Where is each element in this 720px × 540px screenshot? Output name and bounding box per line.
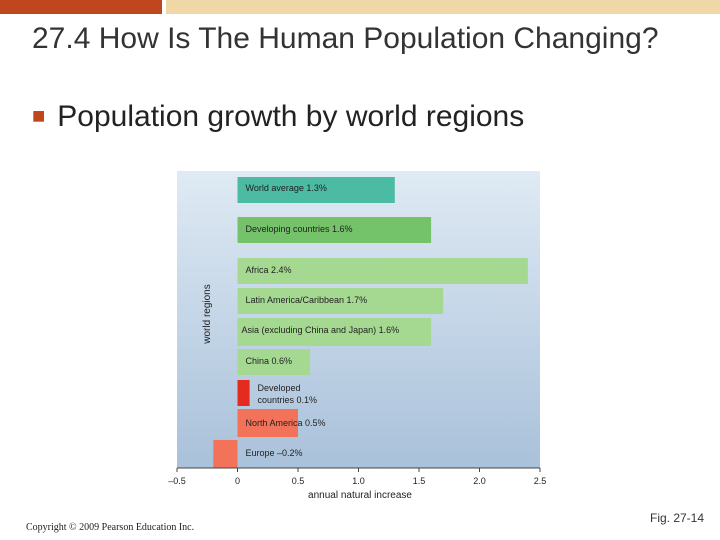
bar-5 [237, 349, 311, 375]
bar-8 [213, 440, 238, 468]
bar-1 [237, 217, 432, 243]
bar-2 [237, 258, 528, 284]
x-tick-label-0: –0.5 [168, 476, 186, 486]
bar-label-3: Latin America/Caribbean 1.7% [246, 295, 368, 305]
bar-label-4: Asia (excluding China and Japan) 1.6% [242, 325, 400, 335]
bar-label-2: Africa 2.4% [246, 265, 292, 275]
bar-4 [237, 318, 432, 346]
bar-label-1: Developing countries 1.6% [246, 224, 353, 234]
bar-label-6: Developed countries 0.1% [258, 383, 318, 405]
x-tick-label-2: 0.5 [292, 476, 305, 486]
bars-layer: World average 1.3% Developing countries 1… [213, 177, 528, 468]
bar-label-0: World average 1.3% [246, 183, 327, 193]
bar-3 [237, 288, 444, 314]
bar-label-5: China 0.6% [246, 356, 293, 366]
bullet-text: Population growth by world regions [57, 100, 525, 133]
slide-title: 27.4 How Is The Human Population Changin… [32, 22, 659, 55]
bar-6 [237, 380, 250, 406]
x-axis-label: annual natural increase [308, 490, 412, 501]
bar-label-7: North America 0.5% [246, 418, 326, 428]
copyright-text: Copyright © 2009 Pearson Education Inc. [26, 522, 195, 533]
x-tick-label-1: 0 [235, 476, 240, 486]
bullet-line: ■ Population growth by world regions [32, 98, 524, 137]
y-axis-label: world regions [202, 284, 213, 344]
x-tick-label-6: 2.5 [534, 476, 547, 486]
bar-0 [237, 177, 395, 203]
bar-7 [237, 409, 298, 437]
x-ticks-layer: –0.5 0 0.5 1.0 1.5 2.0 2.5 [168, 468, 546, 486]
bar-label-8: Europe –0.2% [246, 448, 303, 458]
figure-label: Fig. 27-14 [650, 511, 705, 525]
title-bar-band [166, 0, 720, 14]
title-bar-accent [0, 0, 162, 14]
x-tick-label-4: 1.5 [413, 476, 426, 486]
x-tick-label-3: 1.0 [352, 476, 365, 486]
x-tick-label-5: 2.0 [473, 476, 486, 486]
square-bullet-icon: ■ [32, 103, 46, 128]
